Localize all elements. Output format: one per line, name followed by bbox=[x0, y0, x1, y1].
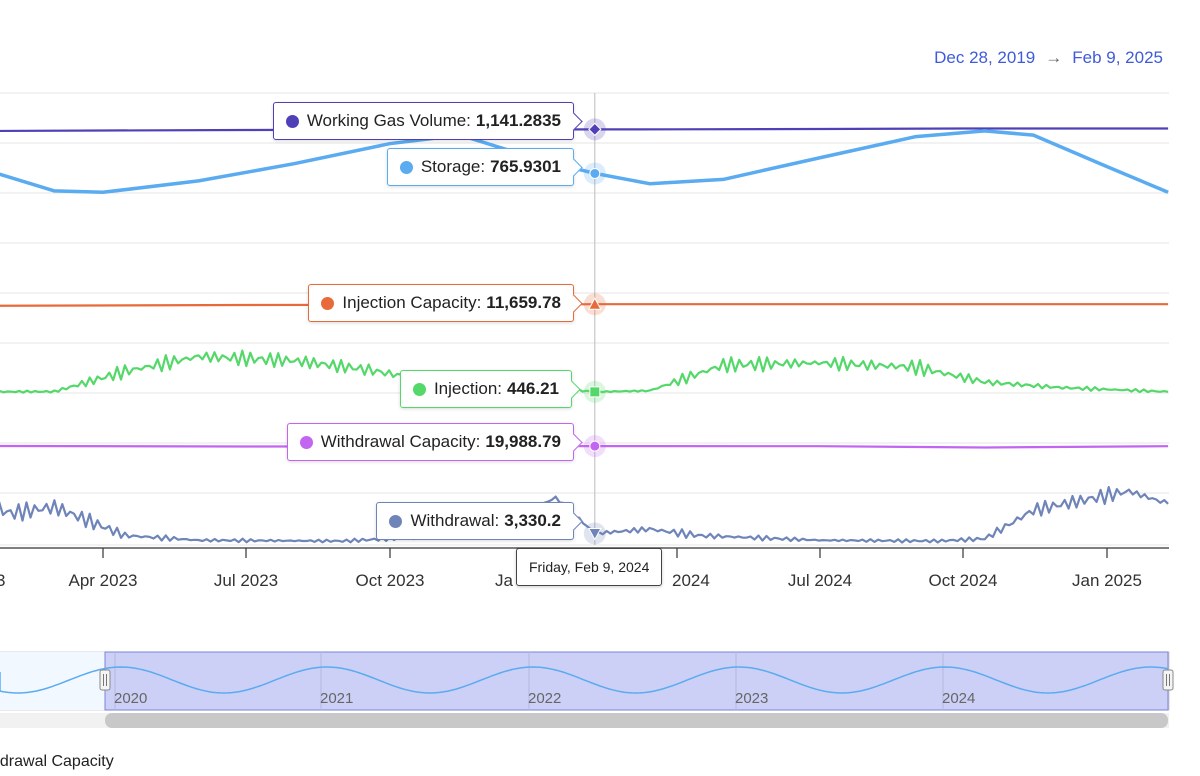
navigator-year-label: 2020 bbox=[114, 690, 147, 707]
x-tick-label: Ja bbox=[495, 571, 514, 590]
tooltip-inj: Injection: 446.21 bbox=[399, 370, 581, 408]
navigator-series-line bbox=[0, 666, 1169, 694]
navigator-year-label: 2021 bbox=[320, 690, 353, 707]
x-tick-label: Oct 2023 bbox=[356, 571, 425, 590]
crosshair-marker-storage bbox=[589, 167, 601, 179]
tooltip-wdcap: Withdrawal Capacity: 19,988.79 bbox=[286, 423, 583, 461]
tooltip-value: 1,141.2835 bbox=[475, 111, 561, 130]
crosshair-marker-withdrawal-capacity bbox=[589, 440, 601, 452]
x-tick-label: Jul 2024 bbox=[788, 571, 852, 590]
tooltip-color-dot bbox=[285, 114, 299, 128]
range-start[interactable]: Dec 28, 2019 bbox=[934, 48, 1036, 67]
tooltip-wd: Withdrawal: 3,330.2 bbox=[376, 502, 583, 540]
navigator-handle-left bbox=[99, 669, 111, 691]
navigator-outside-area bbox=[0, 652, 105, 710]
tooltip-injcap: Injection Capacity: 11,659.78 bbox=[308, 284, 583, 322]
tooltip-label: Withdrawal Capacity: bbox=[320, 432, 481, 451]
x-tick-label: Jul 2023 bbox=[214, 571, 278, 590]
x-tick-label: Apr 2023 bbox=[69, 571, 138, 590]
series-lines bbox=[0, 127, 1169, 544]
crosshair-marker-injection-capacity bbox=[587, 297, 602, 310]
tooltip-value: 446.21 bbox=[507, 379, 559, 398]
range-arrow: → bbox=[1045, 48, 1063, 67]
tooltip-wgv: Working Gas Volume: 1,141.2835 bbox=[272, 102, 583, 140]
tooltip-label: Injection: bbox=[433, 379, 502, 398]
tooltip-value: 3,330.2 bbox=[504, 511, 561, 530]
x-tick-label-cut: 3 bbox=[0, 571, 5, 590]
crosshair-marker-withdrawal bbox=[587, 527, 602, 541]
navigator-year-label: 2023 bbox=[735, 690, 768, 707]
tooltip-label: Injection Capacity: bbox=[342, 293, 482, 312]
x-tick-label: Oct 2024 bbox=[929, 571, 998, 590]
crosshair bbox=[583, 93, 606, 545]
crosshair-marker-injection bbox=[589, 386, 601, 398]
crosshair-marker-working-gas-volume bbox=[588, 122, 602, 137]
tooltip-color-dot bbox=[399, 160, 413, 174]
navigator-year-label: 2024 bbox=[942, 690, 975, 707]
legend-item-withdrawal-capacity[interactable]: hdrawal Capacity bbox=[0, 753, 114, 770]
tooltip-color-dot bbox=[299, 435, 313, 449]
tooltip-color-dot bbox=[321, 296, 335, 310]
date-range-label[interactable]: Dec 28, 2019 → Feb 9, 2025 bbox=[934, 48, 1163, 68]
tooltip-value: 11,659.78 bbox=[486, 293, 561, 312]
tooltip-color-dot bbox=[412, 382, 426, 396]
navigator-handle-right bbox=[1162, 669, 1174, 691]
tooltip-label: Withdrawal: bbox=[410, 511, 500, 530]
tooltip-value: 19,988.79 bbox=[485, 432, 561, 451]
crosshair-date-tooltip: Friday, Feb 9, 2024 bbox=[516, 548, 663, 586]
tooltip-label: Working Gas Volume: bbox=[306, 111, 471, 130]
navigator-selection bbox=[104, 651, 1169, 711]
scrollbar-thumb bbox=[105, 713, 1168, 728]
tooltip-value: 765.9301 bbox=[490, 157, 561, 176]
tooltip-color-dot bbox=[389, 514, 403, 528]
x-tick-label: Jan 2025 bbox=[1072, 571, 1142, 590]
grid-lines bbox=[0, 92, 1169, 546]
series-line-storage bbox=[0, 129, 1169, 195]
x-tick-label: 2024 bbox=[672, 571, 710, 590]
range-end[interactable]: Feb 9, 2025 bbox=[1072, 48, 1163, 67]
tooltip-label: Storage: bbox=[420, 157, 486, 176]
series-line-injection bbox=[0, 349, 1169, 394]
tooltip-storage: Storage: 765.9301 bbox=[386, 148, 583, 186]
navigator-year-label: 2022 bbox=[528, 690, 561, 707]
navigator[interactable]: 2020 2021 2022 2023 2024 bbox=[0, 651, 1174, 728]
